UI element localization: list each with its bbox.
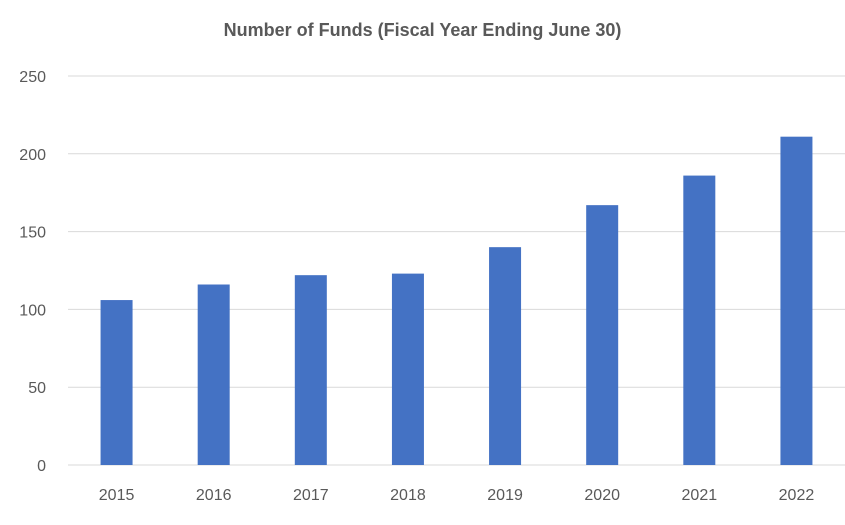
y-tick-label: 150 <box>19 225 46 242</box>
x-tick-label: 2015 <box>99 487 135 504</box>
y-tick-label: 200 <box>19 147 46 164</box>
bar <box>586 205 619 465</box>
y-tick-label: 0 <box>37 458 46 475</box>
bar <box>391 273 424 465</box>
bar <box>197 284 230 465</box>
bar <box>780 136 813 465</box>
x-tick-label: 2017 <box>293 487 329 504</box>
x-tick-label: 2018 <box>390 487 426 504</box>
bar <box>100 300 133 465</box>
bar <box>683 175 716 466</box>
x-tick-label: 2022 <box>779 487 815 504</box>
y-tick-label: 100 <box>19 302 46 319</box>
y-tick-label: 250 <box>19 69 46 86</box>
x-tick-label: 2020 <box>584 487 620 504</box>
x-tick-label: 2021 <box>682 487 718 504</box>
y-tick-label: 50 <box>28 380 46 397</box>
chart-title: Number of Funds (Fiscal Year Ending June… <box>223 20 622 40</box>
x-tick-label: 2016 <box>196 487 232 504</box>
x-tick-label: 2019 <box>487 487 523 504</box>
bar <box>294 275 327 465</box>
bar <box>489 247 522 465</box>
